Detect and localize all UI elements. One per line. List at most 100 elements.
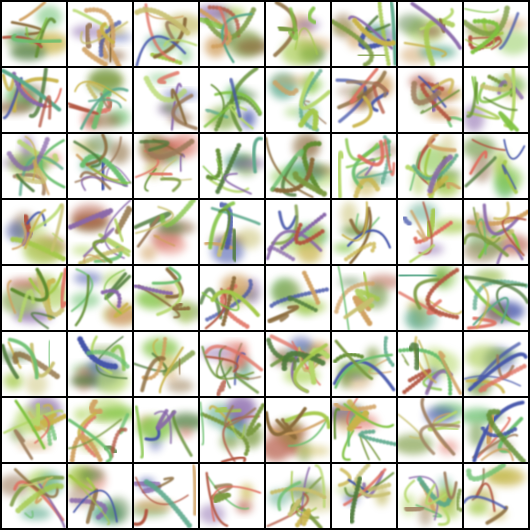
image-cell (134, 200, 198, 264)
stroke (345, 80, 387, 98)
stroke (426, 299, 442, 316)
stroke (349, 209, 372, 264)
image-cell (266, 464, 330, 528)
color-blob (165, 372, 179, 381)
image-cell (398, 266, 462, 330)
stroke (266, 406, 307, 437)
stroke (410, 2, 462, 50)
image-cell (266, 200, 330, 264)
stroke (437, 504, 451, 526)
stroke (334, 339, 374, 381)
beaded-stroke (114, 204, 132, 236)
stroke (341, 429, 355, 461)
image-cell (134, 68, 198, 132)
stroke (2, 73, 16, 92)
beaded-stroke (341, 241, 377, 263)
beaded-stroke (402, 504, 425, 514)
beaded-stroke (466, 209, 528, 227)
stroke (210, 206, 261, 226)
stroke (383, 138, 396, 177)
stroke (113, 302, 132, 318)
color-blob (36, 5, 62, 29)
color-blob (333, 243, 356, 253)
stroke (503, 139, 526, 160)
stroke (95, 335, 128, 380)
stroke (220, 456, 247, 462)
stroke (352, 95, 373, 128)
beaded-stroke (30, 403, 42, 427)
beaded-stroke (69, 497, 108, 522)
color-blob (240, 109, 256, 129)
stroke (357, 140, 385, 167)
stroke (2, 35, 43, 49)
stroke (292, 343, 328, 394)
stroke (307, 6, 317, 25)
image-cell (200, 464, 264, 528)
stroke (343, 297, 375, 320)
color-blob (25, 372, 48, 396)
stroke (480, 448, 514, 462)
image-cell (134, 332, 198, 396)
beaded-stroke (266, 486, 327, 500)
stroke (34, 477, 49, 504)
beaded-stroke (486, 408, 526, 462)
image-cell (68, 200, 132, 264)
stroke (68, 418, 113, 462)
beaded-stroke (85, 80, 108, 103)
stroke (144, 3, 176, 62)
beaded-stroke (356, 51, 387, 59)
stroke (77, 411, 97, 443)
stroke (266, 492, 310, 528)
stroke (103, 269, 126, 315)
beaded-stroke (301, 141, 323, 196)
beaded-stroke (468, 18, 501, 56)
stroke (403, 479, 416, 503)
stroke (343, 468, 387, 507)
stroke (135, 205, 174, 235)
image-cell (200, 68, 264, 132)
stroke (398, 273, 438, 278)
stroke (277, 480, 302, 512)
stroke (401, 353, 410, 366)
image-cell (464, 464, 528, 528)
stroke (153, 410, 172, 445)
stroke (208, 178, 250, 193)
stroke (290, 470, 317, 514)
beaded-stroke (334, 281, 377, 314)
stroke (464, 275, 528, 304)
stroke (201, 345, 233, 379)
stroke (443, 471, 458, 500)
stroke (165, 267, 184, 299)
image-cell (68, 398, 132, 462)
color-blob (166, 379, 194, 393)
stroke (472, 206, 501, 245)
image-cell (266, 266, 330, 330)
beaded-stroke (17, 288, 36, 323)
beaded-stroke (351, 17, 396, 47)
stroke (205, 355, 239, 373)
stroke (178, 358, 181, 375)
stroke (430, 78, 455, 94)
stroke (24, 510, 34, 519)
stroke (13, 428, 34, 460)
beaded-stroke (291, 170, 328, 197)
stroke (160, 177, 182, 193)
image-cell (332, 2, 396, 66)
color-blob (139, 245, 157, 262)
stroke (30, 311, 56, 330)
stroke (155, 476, 174, 489)
stroke (88, 165, 132, 184)
stroke (349, 68, 379, 104)
stroke (468, 352, 528, 392)
image-cell (2, 134, 66, 198)
color-blob (300, 487, 330, 512)
stroke (475, 482, 496, 513)
stroke (13, 468, 59, 499)
color-blob (236, 500, 253, 513)
image-cell (2, 200, 66, 264)
color-blob (3, 372, 24, 390)
stroke (343, 403, 395, 429)
image-cell (464, 266, 528, 330)
image-cell (332, 398, 396, 462)
beaded-stroke (142, 72, 187, 103)
